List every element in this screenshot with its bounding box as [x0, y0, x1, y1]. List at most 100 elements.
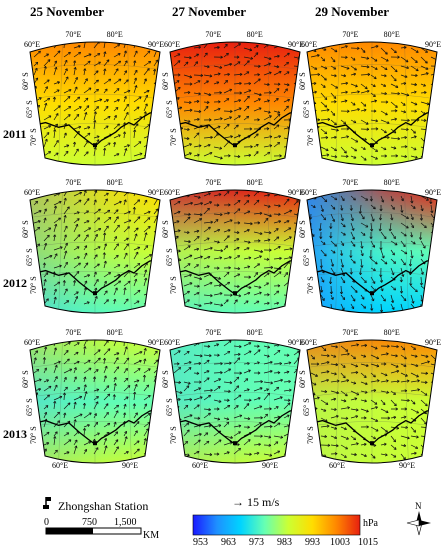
lon-tick-label: 80°E — [247, 328, 263, 337]
map-sector-2013-29-november: 60°E 70°E 80°E 90°E 60° S 65° S 70° S 60°E 90°E — [298, 328, 441, 470]
scale-tick-750: 750 — [82, 517, 97, 528]
colorbar-tick-973: 973 — [249, 537, 264, 548]
zhongshan-station-marker — [233, 441, 237, 446]
zhongshan-station-marker — [233, 143, 237, 148]
pressure-colorbar — [192, 514, 361, 536]
lon-tick-label: 80°E — [384, 178, 400, 187]
antarctic-coastline — [307, 408, 437, 446]
lon-tick-label: 60°E — [24, 188, 40, 197]
map-sector-2011-27-november: 60°E 70°E 80°E 90°E 60° S 65° S 70° S — [161, 30, 304, 166]
lat-tick-label: 70° S — [169, 426, 178, 444]
lon-tick-label: 80°E — [107, 328, 123, 337]
colorbar-tick-1003: 1003 — [330, 537, 350, 548]
antarctic-coastline — [170, 408, 300, 446]
lon-tick-label: 80°E — [107, 178, 123, 187]
lon-tick-label: 60°E — [164, 188, 180, 197]
antarctic-coastline — [30, 110, 160, 148]
bottom-lon-tick-label: 90°E — [399, 461, 415, 470]
lat-tick-label: 70° S — [29, 128, 38, 146]
bottom-lon-tick-label: 90°E — [122, 461, 138, 470]
row-label-2012: 2012 — [3, 276, 27, 290]
lat-tick-label: 65° S — [25, 100, 34, 118]
lat-tick-label: 70° S — [306, 426, 315, 444]
lat-tick-label: 60° S — [161, 370, 170, 388]
station-flag-icon — [43, 497, 51, 509]
lon-tick-label: 80°E — [384, 30, 400, 39]
lon-tick-label: 60°E — [164, 40, 180, 49]
lon-tick-label: 70°E — [205, 30, 221, 39]
antarctic-coastline — [170, 258, 300, 296]
scale-tick-0: 0 — [44, 517, 49, 528]
lon-tick-label: 90°E — [288, 40, 304, 49]
row-label-2011: 2011 — [3, 127, 27, 141]
map-sector-2011-29-november: 60°E 70°E 80°E 90°E 60° S 65° S 70° S — [298, 30, 441, 166]
lon-tick-label: 90°E — [425, 188, 441, 197]
colorbar-tick-1015: 1015 — [358, 537, 378, 548]
zhongshan-station-marker — [370, 441, 374, 446]
zhongshan-station-marker — [93, 143, 97, 148]
lat-tick-label: 60° S — [21, 370, 30, 388]
map-sector-2011-25-november: 60°E 70°E 80°E 90°E 60° S 65° S 70° S — [21, 30, 164, 166]
lon-tick-label: 80°E — [107, 30, 123, 39]
bottom-lon-tick-label: 90°E — [262, 461, 278, 470]
lon-tick-label: 60°E — [24, 338, 40, 347]
wind-vectors — [32, 190, 160, 305]
zhongshan-station-marker — [93, 291, 97, 296]
antarctic-coastline — [30, 408, 160, 446]
colorbar-tick-963: 963 — [221, 537, 236, 548]
column-header-29-november: 29 November — [315, 4, 390, 19]
colorbar-tick-953: 953 — [193, 537, 208, 548]
lat-tick-label: 65° S — [302, 248, 311, 266]
lat-tick-label: 70° S — [306, 276, 315, 294]
lon-tick-label: 70°E — [65, 30, 81, 39]
lat-tick-label: 70° S — [29, 276, 38, 294]
antarctic-coastline — [307, 258, 437, 296]
lat-tick-label: 70° S — [169, 276, 178, 294]
map-sector-2012-29-november: 60°E 70°E 80°E 90°E 60° S 65° S 70° S — [298, 178, 441, 314]
lat-tick-label: 70° S — [29, 426, 38, 444]
lat-tick-label: 60° S — [298, 220, 307, 238]
lat-tick-label: 65° S — [25, 398, 34, 416]
lon-tick-label: 90°E — [288, 338, 304, 347]
zhongshan-station-marker — [370, 291, 374, 296]
station-legend-label: Zhongshan Station — [58, 499, 149, 513]
wind-reference-label: → 15 m/s — [232, 495, 280, 509]
zhongshan-station-marker — [370, 143, 374, 148]
zhongshan-station-marker — [93, 441, 97, 446]
colorbar-unit: hPa — [363, 518, 378, 529]
lat-tick-label: 65° S — [302, 100, 311, 118]
lon-tick-label: 90°E — [288, 188, 304, 197]
lon-tick-label: 60°E — [164, 338, 180, 347]
lon-tick-label: 90°E — [148, 40, 164, 49]
lon-tick-label: 80°E — [247, 178, 263, 187]
colorbar-tick-983: 983 — [277, 537, 292, 548]
lon-tick-label: 70°E — [65, 328, 81, 337]
lat-tick-label: 60° S — [298, 370, 307, 388]
lon-tick-label: 70°E — [65, 178, 81, 187]
lon-tick-label: 60°E — [301, 338, 317, 347]
lat-tick-label: 60° S — [21, 72, 30, 90]
lon-tick-label: 70°E — [342, 178, 358, 187]
antarctic-coastline — [307, 110, 437, 148]
column-header-27-november: 27 November — [172, 4, 247, 19]
lon-tick-label: 60°E — [301, 40, 317, 49]
north-label: N — [415, 501, 422, 511]
map-panels: 60°E 70°E 80°E 90°E 60° S 65° S 70° S 60°E 70°E 8… — [21, 30, 441, 470]
lon-tick-label: 90°E — [148, 188, 164, 197]
scale-bar — [45, 527, 142, 535]
scale-unit: KM — [143, 530, 160, 541]
bottom-lon-tick-label: 60°E — [192, 461, 208, 470]
wind-vectors — [33, 42, 160, 157]
lon-tick-label: 90°E — [425, 338, 441, 347]
bottom-lon-tick-label: 60°E — [52, 461, 68, 470]
lon-tick-label: 90°E — [148, 338, 164, 347]
lon-tick-label: 70°E — [205, 178, 221, 187]
lat-tick-label: 65° S — [165, 248, 174, 266]
row-label-2013: 2013 — [3, 427, 27, 441]
zhongshan-station-marker — [233, 291, 237, 296]
lat-tick-label: 65° S — [302, 398, 311, 416]
lon-tick-label: 60°E — [24, 40, 40, 49]
lon-tick-label: 80°E — [247, 30, 263, 39]
lat-tick-label: 60° S — [298, 72, 307, 90]
